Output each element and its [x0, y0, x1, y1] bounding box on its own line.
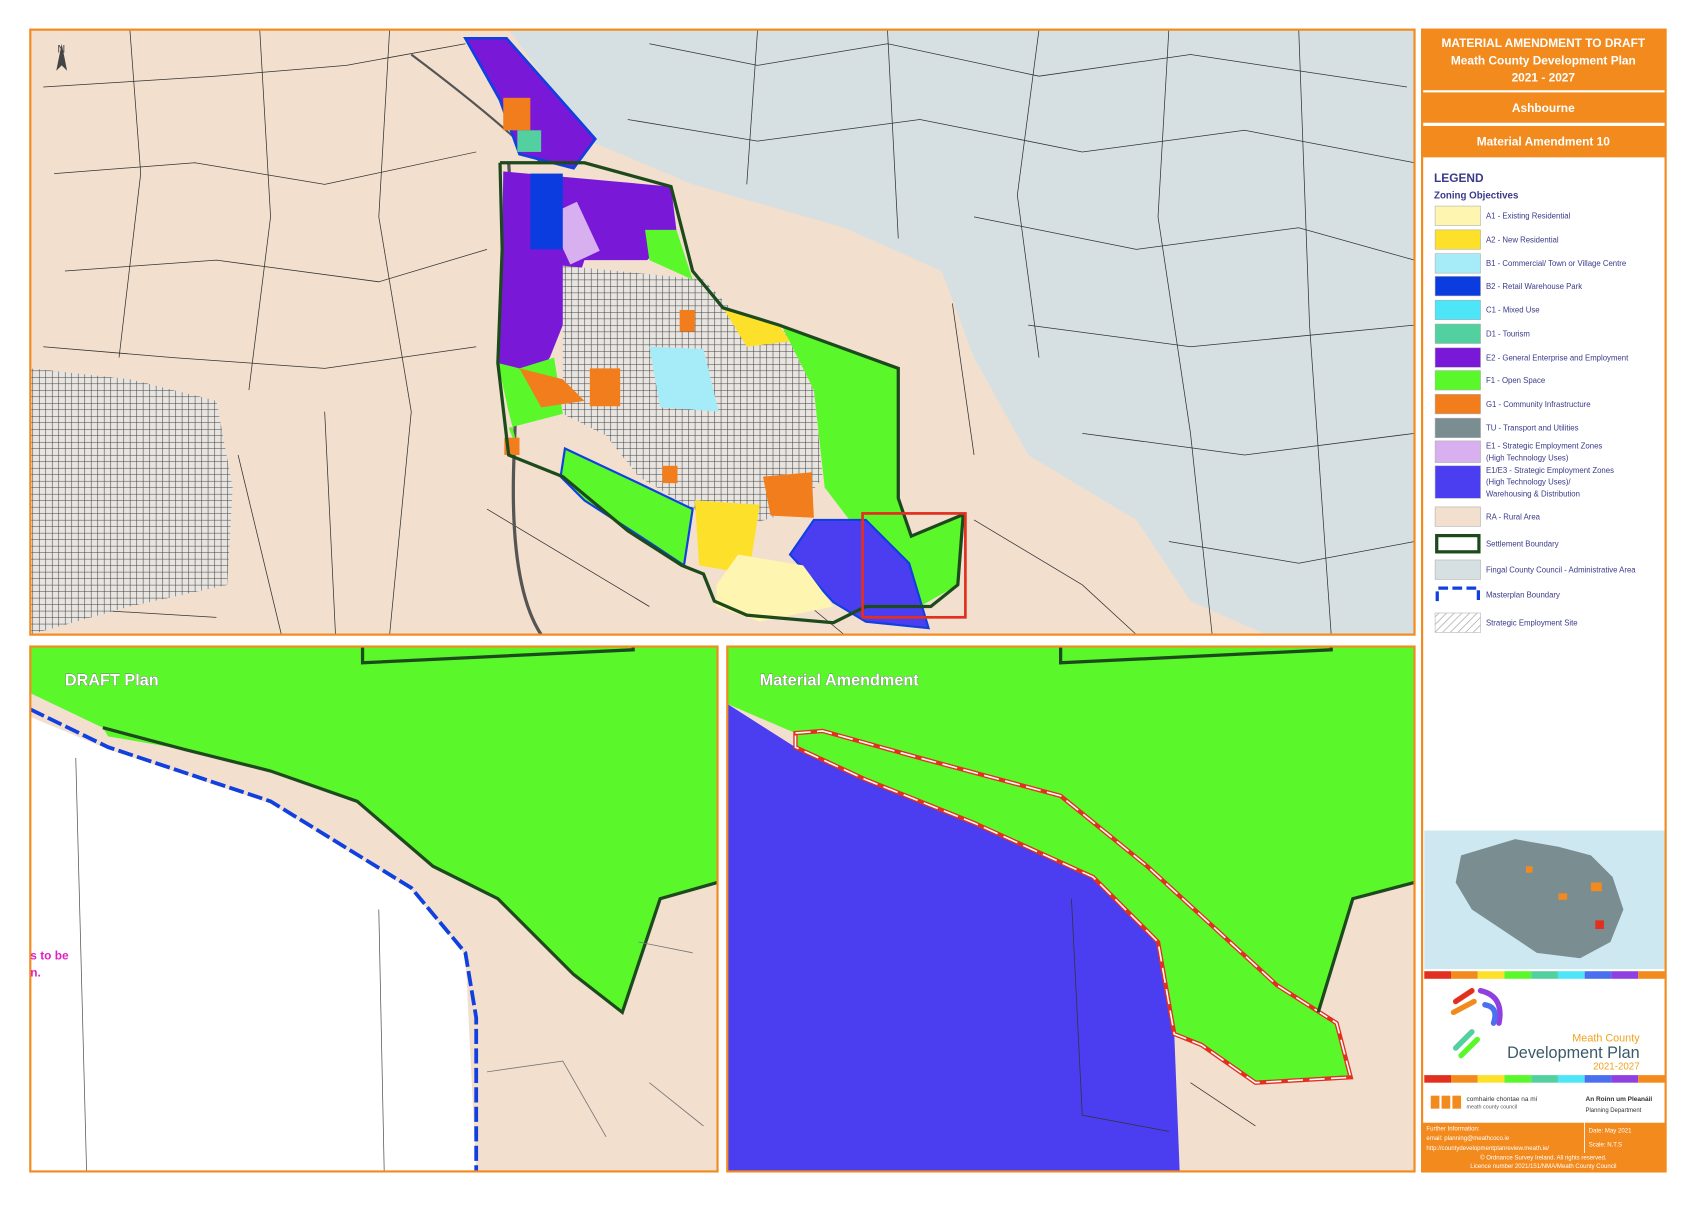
amendment-panel-title: Material Amendment: [760, 671, 920, 689]
color-strip: [1504, 971, 1532, 979]
legend-swatch: [1434, 299, 1481, 320]
draft-panel-title: DRAFT Plan: [65, 671, 159, 689]
legend-label: F1 - Open Space: [1486, 376, 1545, 385]
color-strip: [1477, 1075, 1505, 1083]
legend-swatch: [1434, 347, 1481, 368]
header-line: 2021 - 2027: [1512, 71, 1576, 85]
legend-label: Masterplan Boundary: [1486, 590, 1560, 599]
legend-label: TU - Transport and Utilities: [1486, 424, 1579, 433]
footer-licence: Licence number 2021/151/NMA/Meath County…: [1470, 1164, 1616, 1170]
legend-label: D1 - Tourism: [1486, 329, 1530, 338]
legend-label: C1 - Mixed Use: [1486, 306, 1540, 315]
logo-line: 2021-2027: [1593, 1062, 1640, 1073]
footer-further: Further Information:: [1426, 1126, 1479, 1132]
header-line: MATERIAL AMENDMENT TO DRAFT: [1441, 36, 1645, 50]
color-strip: [1531, 971, 1558, 979]
council-english: meath county council: [1466, 1105, 1517, 1111]
color-strip: [1504, 1075, 1532, 1083]
color-strip: [1424, 1075, 1451, 1083]
legend-swatch: [1434, 323, 1481, 344]
legend-swatch: [1434, 612, 1481, 633]
color-strip: [1638, 971, 1665, 979]
legend-swatch: [1434, 370, 1481, 391]
draft-note: s to be: [30, 948, 69, 962]
town-name: Ashbourne: [1512, 101, 1575, 115]
council-irish: comhairle chontae na mí: [1466, 1096, 1537, 1103]
legend-swatch: [1434, 559, 1481, 580]
amendment-map: [727, 646, 1415, 1172]
legend-swatch: [1434, 253, 1481, 274]
footer-copyright: © Ordnance Survey Ireland. All rights re…: [1480, 1155, 1607, 1162]
draft-plan-map: [30, 646, 718, 1172]
legend-label: Fingal County Council - Administrative A…: [1486, 565, 1636, 574]
dept-english: Planning Department: [1586, 1108, 1642, 1114]
legend-swatch: [1434, 394, 1481, 415]
legend-swatch: [1435, 586, 1481, 602]
legend-swatch: [1434, 205, 1481, 226]
logo-line: Meath County: [1572, 1033, 1640, 1045]
legend-heading: LEGEND: [1434, 171, 1484, 185]
legend-label: RA - Rural Area: [1486, 512, 1541, 521]
legend-swatch: [1434, 417, 1481, 438]
legend-label: E1/E3 - Strategic Employment Zones: [1486, 466, 1614, 475]
footer-date: Date: May 2021: [1589, 1128, 1632, 1134]
color-strip: [1531, 1075, 1558, 1083]
legend-swatch: [1434, 506, 1481, 527]
dept-irish: An Roinn um Pleanáil: [1586, 1096, 1653, 1103]
legend-swatch: [1434, 276, 1481, 297]
legend-label: B2 - Retail Warehouse Park: [1486, 282, 1582, 291]
legend-label: E2 - General Enterprise and Employment: [1486, 353, 1629, 362]
legend-swatch: [1434, 465, 1481, 499]
legend-label: (High Technology Uses)/: [1486, 478, 1571, 487]
color-strip: [1424, 971, 1451, 979]
color-strip: [1450, 1075, 1478, 1083]
color-strip: [1611, 971, 1639, 979]
footer-email: email: planning@meathcoco.ie: [1426, 1136, 1509, 1142]
legend-label: Settlement Boundary: [1486, 539, 1559, 548]
legend-label: Warehousing & Distribution: [1486, 490, 1580, 499]
north-label: N: [57, 43, 65, 55]
color-strip: [1557, 1075, 1585, 1083]
color-strip: [1584, 1075, 1612, 1083]
legend-swatch: [1434, 229, 1481, 250]
legend-swatch: [1435, 533, 1481, 554]
legend-label: A1 - Existing Residential: [1486, 211, 1571, 220]
legend: A1 - Existing Residential A2 - New Reside…: [1434, 205, 1636, 633]
legend-subheading: Zoning Objectives: [1434, 190, 1519, 201]
logo-line: Development Plan: [1507, 1044, 1640, 1062]
color-strip: [1557, 971, 1585, 979]
legend-label: A2 - New Residential: [1486, 235, 1559, 244]
color-strip: [1638, 1075, 1665, 1083]
footer-url: http://countydevelopmentplanreview.meath…: [1426, 1146, 1549, 1152]
color-strip: [1477, 971, 1505, 979]
color-strip: [1611, 1075, 1639, 1083]
legend-label: Strategic Employment Site: [1486, 618, 1578, 627]
color-strip: [1584, 971, 1612, 979]
legend-label: E1 - Strategic Employment Zones: [1486, 441, 1602, 450]
amendment-number: Material Amendment 10: [1477, 134, 1610, 148]
legend-swatch: [1434, 440, 1481, 463]
legend-label: B1 - Commercial/ Town or Village Centre: [1486, 259, 1626, 268]
draft-note: n.: [30, 966, 41, 980]
color-strip: [1450, 971, 1478, 979]
header-line: Meath County Development Plan: [1451, 53, 1636, 67]
legend-label: G1 - Community Infrastructure: [1486, 400, 1591, 409]
legend-label: (High Technology Uses): [1486, 453, 1569, 462]
footer-scale: Scale: N.T.S: [1589, 1143, 1622, 1149]
main-map: N: [30, 29, 1415, 635]
